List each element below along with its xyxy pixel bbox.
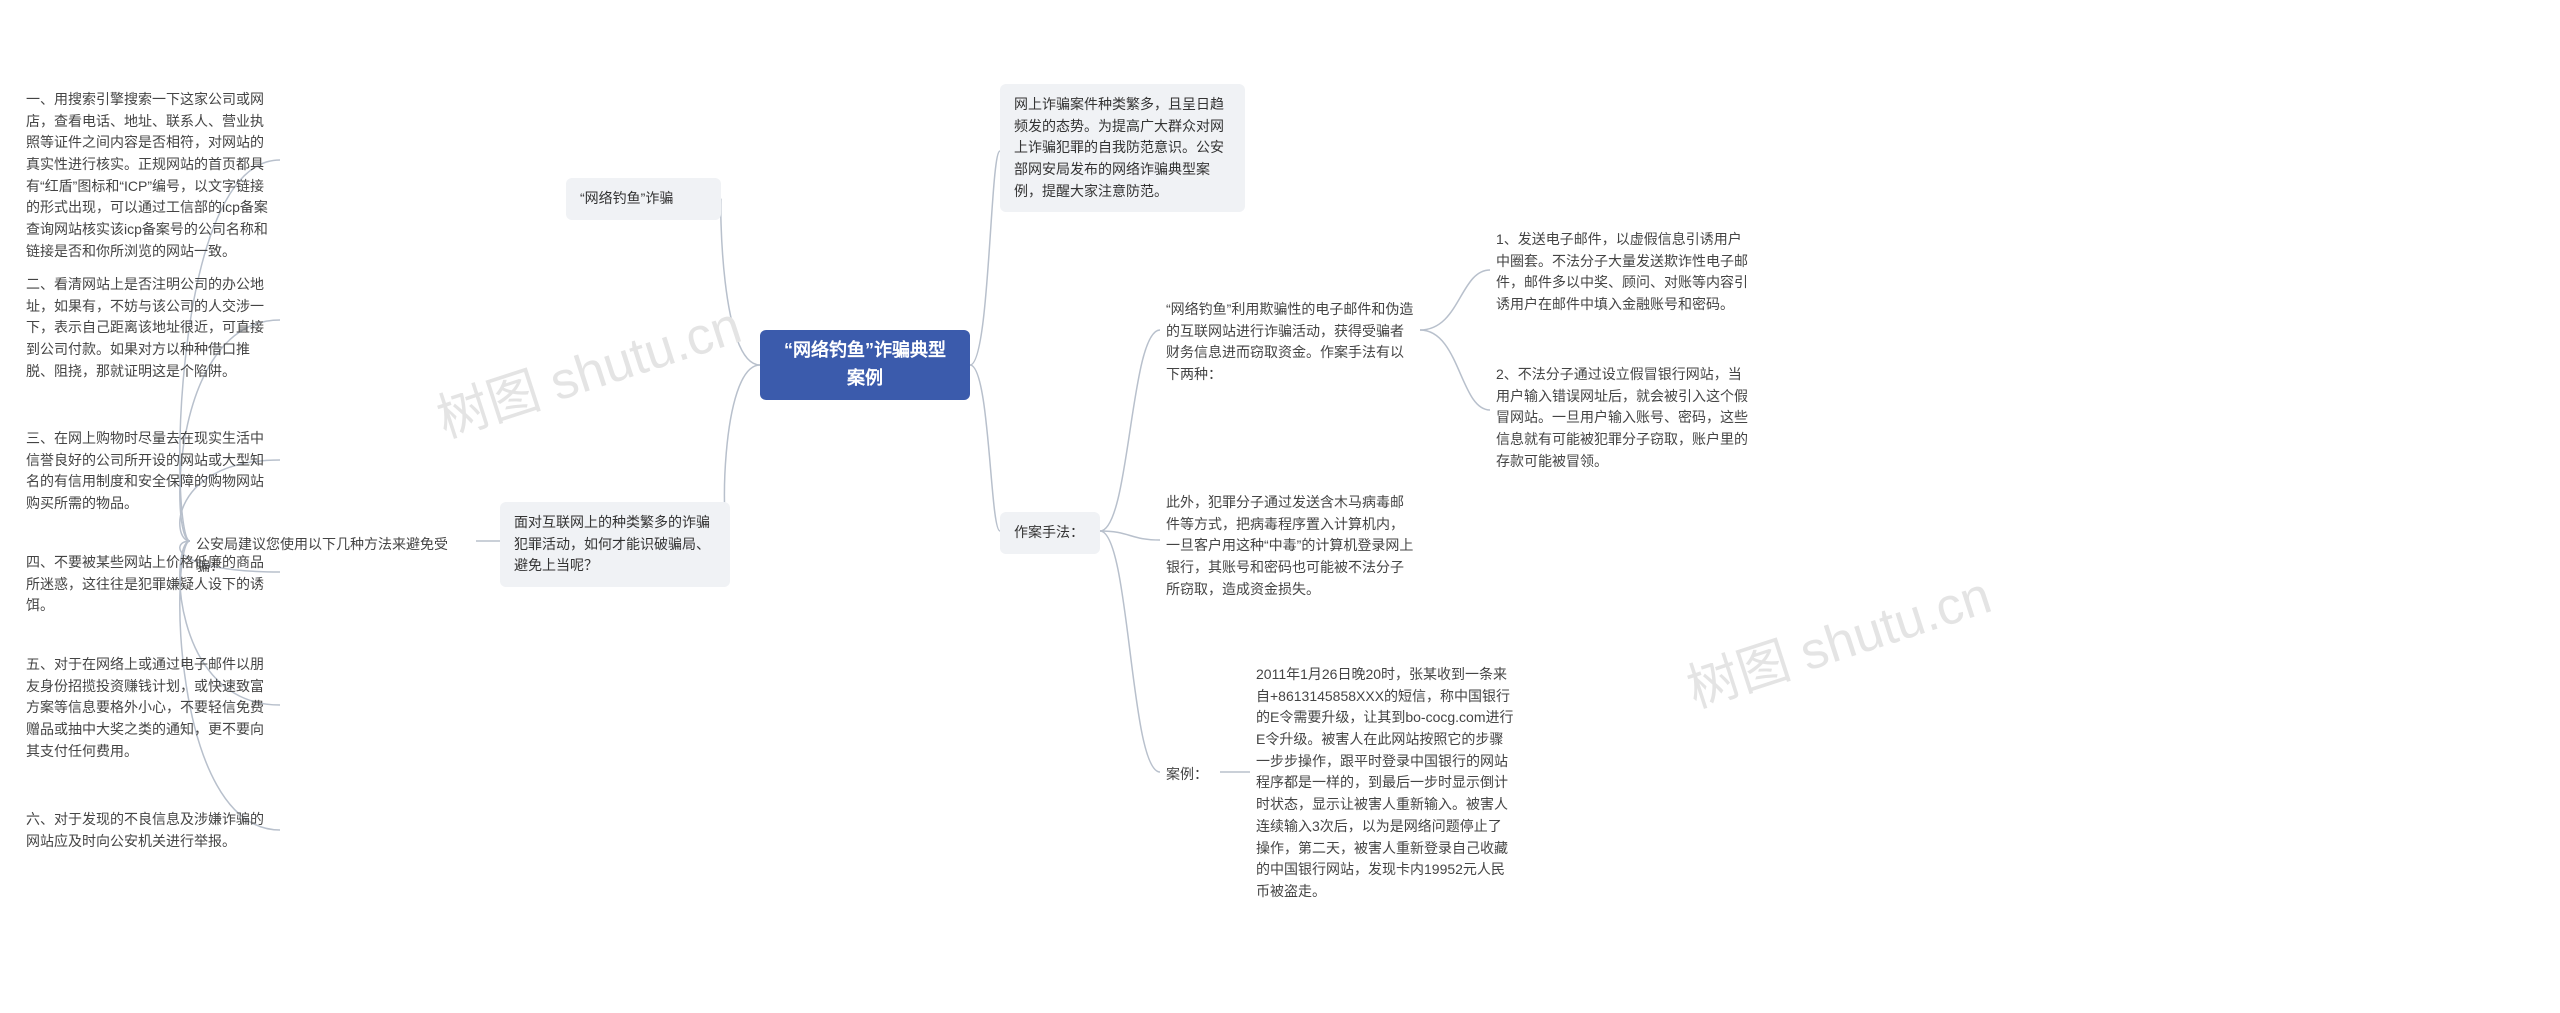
branch-how-to-identify[interactable]: 面对互联网上的种类繁多的诈骗犯罪活动，如何才能识破骗局、避免上当呢？ xyxy=(500,502,730,587)
branch-phishing-scam[interactable]: “网络钓鱼”诈骗 xyxy=(566,178,721,220)
watermark: 树图 shutu.cn xyxy=(426,283,749,452)
advice-item-6: 六、对于发现的不良信息及涉嫌诈骗的网站应及时向公安机关进行举报。 xyxy=(20,805,280,856)
method-trojan: 此外，犯罪分子通过发送含木马病毒邮件等方式，把病毒程序置入计算机内，一旦客户用这… xyxy=(1160,488,1420,604)
case-detail: 2011年1月26日晚20时，张某收到一条来自+8613145858XXX的短信… xyxy=(1250,660,1520,907)
advice-item-3: 三、在网上购物时尽量去在现实生活中信誉良好的公司所开设的网站或大型知名的有信用制… xyxy=(20,424,280,519)
branch-intro[interactable]: 网上诈骗案件种类繁多，且呈日趋频发的态势。为提高广大群众对网上诈骗犯罪的自我防范… xyxy=(1000,84,1245,212)
advice-item-1: 一、用搜索引擎搜索一下这家公司或网店，查看电话、地址、联系人、营业执照等证件之间… xyxy=(20,85,280,267)
method-fake-site: 2、不法分子通过设立假冒银行网站，当用户输入错误网址后，就会被引入这个假冒网站。… xyxy=(1490,360,1760,476)
advice-item-5: 五、对于在网络上或通过电子邮件以朋友身份招揽投资赚钱计划，或快速致富方案等信息要… xyxy=(20,650,280,766)
method-intro: “网络钓鱼”利用欺骗性的电子邮件和伪造的互联网站进行诈骗活动，获得受骗者财务信息… xyxy=(1160,295,1420,390)
watermark: 树图 shutu.cn xyxy=(1676,553,1999,722)
case-label: 案例： xyxy=(1160,760,1220,790)
root-node[interactable]: “网络钓鱼”诈骗典型案例 xyxy=(760,330,970,400)
advice-item-2: 二、看清网站上是否注明公司的办公地址，如果有，不妨与该公司的人交涉一下，表示自己… xyxy=(20,270,280,386)
branch-methods[interactable]: 作案手法： xyxy=(1000,512,1100,554)
advice-item-4: 四、不要被某些网站上价格低廉的商品所迷惑，这往往是犯罪嫌疑人设下的诱饵。 xyxy=(20,548,280,621)
method-email: 1、发送电子邮件，以虚假信息引诱用户中圈套。不法分子大量发送欺诈性电子邮件，邮件… xyxy=(1490,225,1760,320)
